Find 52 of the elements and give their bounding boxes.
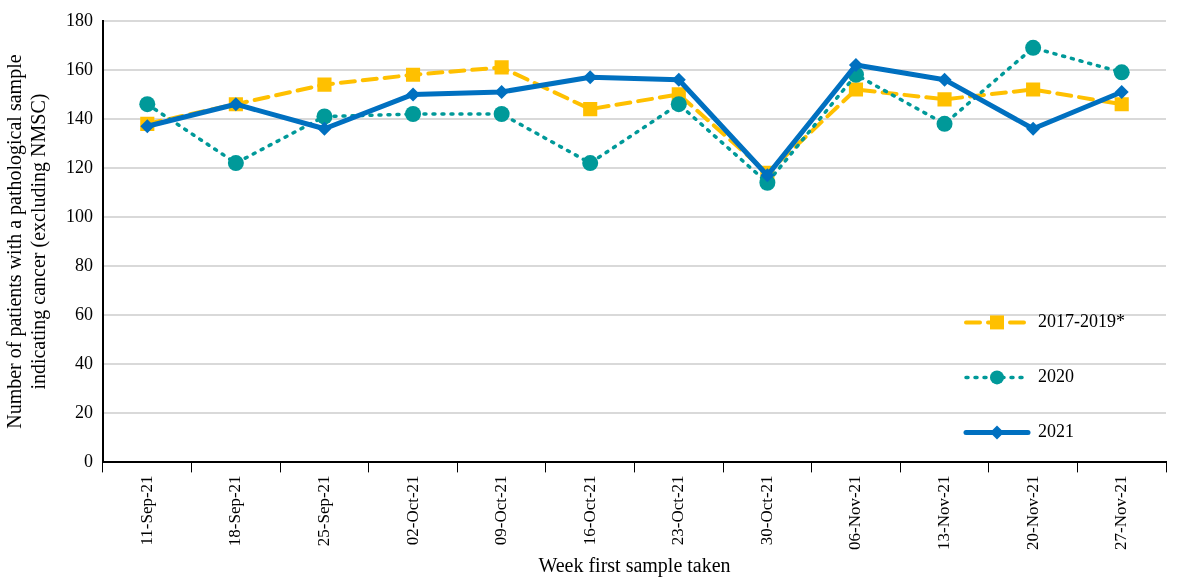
point: [1026, 121, 1041, 136]
point: [936, 115, 953, 132]
point: [405, 106, 422, 123]
y-tick-label: 80: [75, 254, 93, 275]
y-tick-label: 180: [66, 9, 93, 30]
x-tick-label: 09-Oct-21: [491, 475, 511, 546]
point: [139, 96, 156, 113]
point: [494, 84, 509, 99]
x-tick-label: 23-Oct-21: [668, 475, 688, 546]
y-tick-label: 60: [75, 303, 93, 324]
y-tick-label: 40: [75, 353, 93, 373]
point: [494, 60, 509, 75]
point: [493, 106, 510, 123]
x-tick-label: 02-Oct-21: [402, 475, 422, 546]
y-axis-title: Number of patients with a pathological sample indicating cancer (excluding NMSC): [3, 54, 51, 429]
legend-label: 2017-2019*: [1038, 311, 1125, 332]
x-tick-label: 30-Oct-21: [756, 475, 776, 546]
y-tick-label: 0: [84, 451, 93, 472]
x-tick-label: 11-Sep-21: [136, 475, 156, 546]
point: [848, 57, 863, 72]
point: [582, 155, 599, 172]
point: [405, 67, 421, 82]
x-tick-label: 16-Oct-21: [579, 475, 599, 546]
point: [1026, 82, 1041, 97]
x-axis-title: Week first sample taken: [538, 554, 731, 578]
point: [583, 102, 598, 117]
y-tick-label: 120: [66, 156, 93, 177]
legend-label: 2020: [1038, 366, 1074, 387]
point: [1113, 64, 1130, 81]
point: [317, 121, 332, 136]
y-tick-label: 100: [66, 205, 93, 226]
point: [848, 82, 864, 97]
y-tick-label: 140: [66, 107, 93, 128]
x-tick-label: 06-Nov-21: [845, 475, 865, 551]
point: [406, 87, 421, 102]
x-tick-label: 25-Sep-21: [313, 475, 333, 547]
point: [670, 96, 687, 113]
point: [1114, 84, 1129, 99]
y-tick-label: 20: [75, 402, 93, 423]
legend-label: 2021: [1038, 421, 1074, 442]
point: [937, 92, 952, 107]
point: [317, 77, 332, 92]
point: [227, 155, 244, 172]
y-tick-label: 160: [66, 58, 93, 79]
x-tick-label: 27-Nov-21: [1111, 475, 1131, 551]
x-tick-label: 13-Nov-21: [934, 475, 954, 551]
point: [937, 72, 952, 87]
point: [1114, 97, 1129, 112]
point: [316, 108, 333, 125]
x-tick-label: 18-Sep-21: [225, 475, 245, 547]
point: [1025, 39, 1042, 56]
x-tick-label: 20-Nov-21: [1022, 475, 1042, 551]
